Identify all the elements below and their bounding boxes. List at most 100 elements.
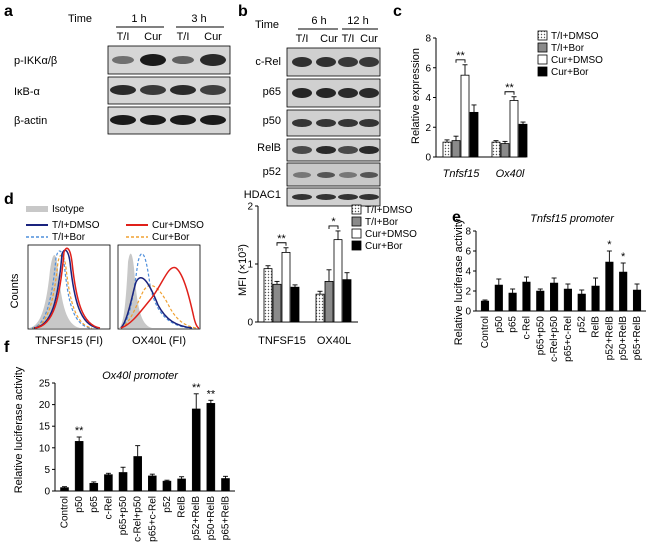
panel-e-significance-mark: * bbox=[621, 251, 626, 263]
panel-d-legend-ti-bor: T/I+Bor bbox=[52, 232, 86, 243]
legend-swatch-cur-dmso bbox=[351, 228, 362, 239]
panel-f-y-tick-label: 10 bbox=[39, 443, 51, 454]
band bbox=[360, 172, 378, 178]
histogram-ti-bor bbox=[31, 250, 91, 329]
panel-d-mfi-legend: T/I+DMSO T/I+Bor Cur+DMSO Cur+Bor bbox=[351, 204, 417, 252]
panel-d-significance-bracket bbox=[276, 242, 287, 246]
panel-f-bar bbox=[118, 472, 128, 492]
panel-c-legend: T/I+DMSO T/I+Bor Cur+DMSO Cur+Bor bbox=[537, 30, 603, 78]
panel-c-legend-2: T/I+Bor bbox=[551, 43, 585, 54]
band bbox=[292, 146, 312, 154]
panel-d-legend-2: T/I+Bor bbox=[365, 217, 399, 228]
band bbox=[339, 172, 357, 178]
band bbox=[316, 194, 336, 200]
panel-a-cond-3: T/I bbox=[177, 31, 190, 43]
band bbox=[200, 85, 226, 95]
panel-d-bar bbox=[324, 280, 334, 323]
panel-e-x-tick-label: Control bbox=[480, 316, 491, 348]
panel-c-bar bbox=[442, 141, 452, 158]
panel-a-cond-2: Cur bbox=[144, 31, 162, 43]
band bbox=[200, 115, 226, 125]
panel-b-row-3: p50 bbox=[263, 115, 281, 127]
panel-d-bar bbox=[342, 279, 352, 323]
panel-c-significance-mark: ** bbox=[505, 82, 514, 94]
panel-e-title: Tnfsf15 promoter bbox=[530, 213, 615, 225]
panel-d-label: d bbox=[4, 191, 14, 208]
panel-d-mfi-ylabel-main: MFI (×10 bbox=[237, 252, 249, 296]
panel-b-row-4: RelB bbox=[257, 142, 281, 154]
panel-e-x-tick-label: p65+c-Rel bbox=[563, 316, 574, 362]
panel-d-counts-label: Counts bbox=[9, 273, 21, 308]
band bbox=[292, 57, 312, 67]
panel-c-y-tick-label: 8 bbox=[425, 34, 431, 45]
panel-c-legend-4: Cur+Bor bbox=[551, 67, 589, 78]
panel-e-x-tick-label: p50 bbox=[494, 316, 505, 333]
panel-c-cat-2: Ox40l bbox=[496, 168, 525, 180]
panel-b-blots bbox=[286, 47, 381, 207]
panel-d-cat-1: TNFSF15 bbox=[258, 335, 306, 347]
panel-d-flow-legend: Isotype T/I+DMSO T/I+Bor Cur+DMSO Cur+Bo… bbox=[26, 204, 204, 243]
panel-d-mfi-ylabel-end: ) bbox=[237, 244, 249, 248]
panel-f-title: Ox40l promoter bbox=[102, 370, 179, 382]
panel-e-y-tick-label: 0 bbox=[465, 307, 471, 318]
panel-f-y-tick-label: 25 bbox=[39, 379, 51, 390]
panel-e-x-tick-label: p50+RelB bbox=[618, 316, 629, 361]
panel-b-label: b bbox=[238, 3, 248, 20]
panel-d-y-tick-label: 0 bbox=[247, 318, 253, 329]
panel-d-histogram-tnfsf15 bbox=[27, 244, 111, 330]
panel-e-bar bbox=[619, 271, 628, 312]
panel-c-bar bbox=[451, 140, 461, 158]
band bbox=[316, 119, 336, 127]
panel-e-y-tick-label: 4 bbox=[465, 267, 471, 278]
panel-f-bar bbox=[162, 480, 172, 492]
panel-d-bar bbox=[272, 283, 282, 323]
panel-f-x-tick-label: p52 bbox=[162, 496, 173, 513]
band bbox=[170, 85, 196, 95]
panel-d-bar bbox=[315, 293, 325, 323]
band bbox=[292, 119, 312, 127]
panel-b-time-2: 12 h bbox=[347, 15, 368, 27]
panel-d-y-tick-label: 1 bbox=[247, 260, 253, 271]
panel-e-y-tick-label: 6 bbox=[465, 247, 471, 258]
panel-d-bar bbox=[281, 251, 291, 323]
panel-b-cond-4: Cur bbox=[360, 33, 378, 45]
panel-d-legend-3: Cur+DMSO bbox=[365, 229, 417, 240]
panel-f-chart: 0 5 10 15 20 25 Control ** p50 p65 c-Rel p65+p50 c-R… bbox=[39, 379, 235, 542]
band bbox=[359, 146, 379, 154]
panel-f-x-tick-label: p65+c-Rel bbox=[147, 496, 158, 542]
panel-f-bar bbox=[191, 408, 201, 492]
panel-f-x-tick-label: c-Rel bbox=[103, 496, 114, 519]
panel-e-x-tick-label: RelB bbox=[591, 316, 602, 338]
panel-a-row-2: IκB-α bbox=[14, 86, 41, 98]
panel-f-bar bbox=[74, 441, 84, 492]
panel-d-bar bbox=[290, 286, 300, 323]
band bbox=[338, 88, 358, 98]
panel-e-x-tick-label: p52+RelB bbox=[604, 316, 615, 361]
legend-swatch-cur-bor bbox=[351, 240, 362, 251]
panel-e-y-tick-label: 8 bbox=[465, 227, 471, 238]
panel-c-bar bbox=[469, 111, 479, 158]
band bbox=[140, 54, 166, 66]
histogram-isotype bbox=[29, 255, 80, 328]
panel-f-x-tick-label: p50 bbox=[74, 496, 85, 513]
panel-f-label: f bbox=[4, 339, 10, 356]
panel-e-significance-mark: * bbox=[607, 239, 612, 251]
panel-d-legend-isotype: Isotype bbox=[52, 204, 85, 215]
band bbox=[172, 56, 194, 64]
panel-d-xlabel-1: TNFSF15 (FI) bbox=[35, 335, 103, 347]
panel-e-bar bbox=[494, 284, 503, 312]
panel-c-legend-3: Cur+DMSO bbox=[551, 55, 603, 66]
panel-b-cond-1: T/I bbox=[296, 33, 309, 45]
panel-e-bar bbox=[536, 290, 545, 312]
panel-e-x-tick-label: p65 bbox=[508, 316, 519, 333]
band bbox=[338, 194, 358, 200]
panel-a-time-1: 1 h bbox=[131, 13, 146, 25]
panel-f-significance-mark: ** bbox=[192, 382, 201, 394]
histogram-cur-dmso bbox=[120, 266, 200, 329]
panel-c-significance-mark: ** bbox=[456, 50, 465, 62]
panel-d-legend-cur-dmso: Cur+DMSO bbox=[152, 220, 204, 231]
panel-c-bar bbox=[518, 123, 528, 158]
panel-f-x-tick-label: p65+RelB bbox=[220, 496, 231, 541]
panel-e-x-tick-label: c-Rel bbox=[521, 316, 532, 339]
